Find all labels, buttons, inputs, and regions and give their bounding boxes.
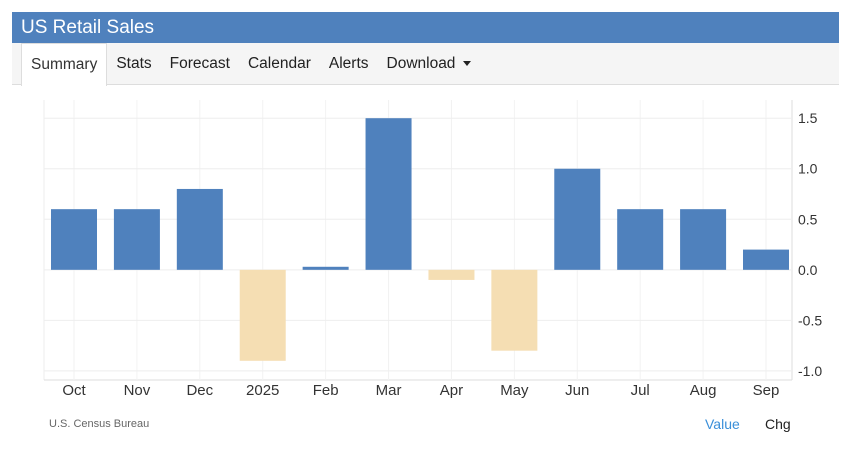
tab-forecast[interactable]: Forecast [169,55,230,72]
bar-2025 [239,269,286,361]
bar-jun [554,168,601,270]
tab-summary[interactable]: Summary [21,43,108,86]
x-tick-label: Jul [631,382,650,399]
bar-dec [176,188,223,270]
y-tick-label: 1.5 [798,110,818,126]
tab-bar: Summary Stats Forecast Calendar Alerts D… [12,43,839,86]
x-tick-label: Sep [753,382,780,399]
tab-alerts[interactable]: Alerts [328,55,369,72]
y-tick-label: 1.0 [798,161,818,177]
y-tick-label: 0.5 [798,211,818,227]
x-tick-label: Feb [313,382,339,399]
x-tick-label: Jun [565,382,589,399]
x-tick-label: Mar [376,382,402,399]
bar-mar [365,118,412,270]
y-tick-label: 0.0 [798,262,818,278]
tab-calendar[interactable]: Calendar [247,55,311,72]
bar-apr [428,269,475,280]
x-tick-label: Oct [62,382,86,399]
bar-may [491,269,538,351]
x-tick-label: Apr [440,382,463,399]
bar-nov [113,209,160,270]
bar-jul [617,209,664,270]
bar-oct [51,209,97,270]
x-tick-label: Nov [124,382,151,399]
source-label: U.S. Census Bureau [49,418,150,430]
y-tick-label: -1.0 [798,363,822,379]
tab-download-label: Download [386,55,456,72]
bar-sep [743,249,789,270]
tab-download[interactable]: Download [378,43,481,84]
chg-toggle[interactable]: Chg [765,416,791,432]
bar-feb [302,266,349,270]
x-tick-label: Dec [186,382,213,399]
caret-down-icon [463,61,472,67]
tab-stats[interactable]: Stats [116,55,152,72]
y-tick-label: -0.5 [798,312,822,328]
bar-aug [680,209,727,270]
x-tick-label: May [500,382,529,399]
x-tick-label: Aug [690,382,717,399]
page-title: US Retail Sales [12,12,839,43]
value-toggle[interactable]: Value [705,416,740,432]
x-tick-label: 2025 [246,382,279,399]
